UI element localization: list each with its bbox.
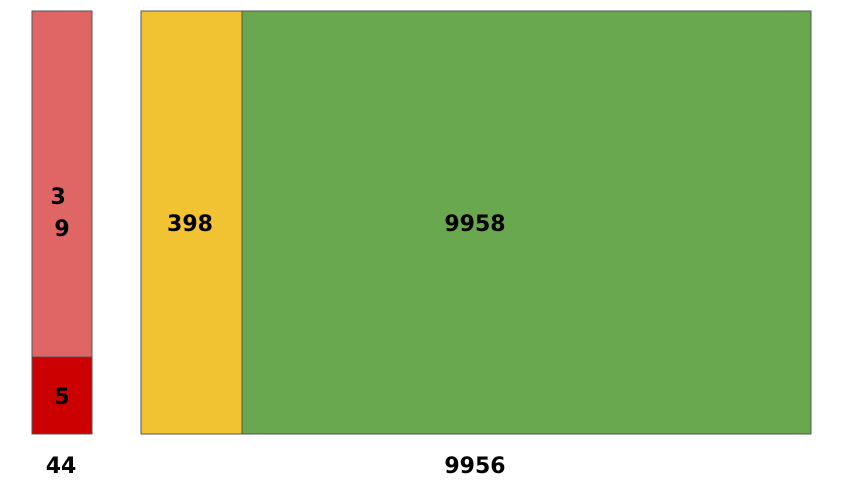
group-total-large: 9956 (444, 454, 505, 479)
bar-segment-5 (31, 356, 93, 435)
bar-segment-9958-label: 9958 (444, 212, 505, 237)
bar-group-large: 398 9958 9956 (140, 10, 812, 479)
group-total-small: 44 (46, 454, 77, 479)
bar-segment-398-label: 398 (167, 212, 213, 237)
bar-segment-39 (31, 10, 93, 358)
bar-segment-39-label: 3 9 (51, 185, 74, 242)
bar-segment-9958 (241, 10, 812, 435)
bar-segment-5-label: 5 (54, 385, 69, 410)
bar-group-small: 3 9 5 44 (31, 10, 93, 479)
